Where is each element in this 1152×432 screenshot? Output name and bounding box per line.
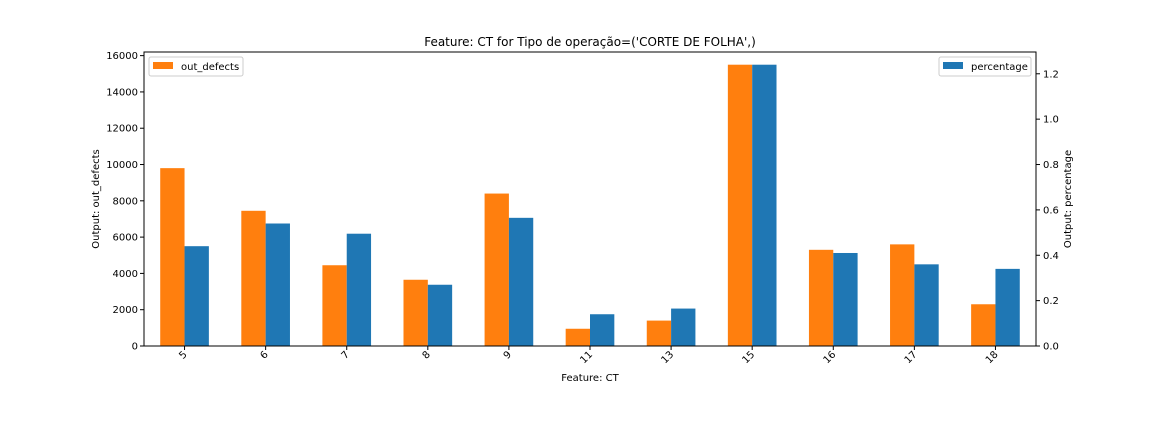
right-tick-label: 1.0: [1043, 115, 1059, 126]
bar-out-defects-8: [403, 279, 428, 346]
bar-out-defects-13: [646, 320, 672, 346]
bar-out-defects-16: [808, 249, 834, 346]
bar-out-defects-11: [565, 328, 590, 346]
right-tick-label: 1.2: [1043, 69, 1059, 80]
bar-percentage-5: [184, 246, 209, 346]
right-tick-label: 0.0: [1043, 342, 1059, 353]
left-y-axis: 0 2000 4000 6000 8000 10000 12000 14000 16000: [106, 51, 144, 353]
bar-out-defects-5: [160, 168, 185, 346]
left-tick-label: 4000: [113, 269, 138, 280]
left-tick-label: 0: [132, 342, 138, 353]
left-tick-label: 14000: [106, 87, 138, 98]
right-y-axis-label: Output: percentage: [1063, 150, 1074, 248]
x-tick-label: 16: [822, 349, 839, 366]
left-tick-label: 16000: [106, 51, 138, 62]
right-tick-label: 0.2: [1043, 296, 1059, 307]
x-tick-label: 17: [903, 349, 920, 366]
bars-layer: [160, 64, 1020, 346]
x-tick-label: 11: [578, 349, 595, 366]
bar-percentage-15: [752, 64, 777, 346]
x-tick-label: 5: [177, 349, 189, 361]
legend-right-frame: [938, 56, 1032, 77]
bar-percentage-6: [265, 223, 290, 346]
bar-percentage-9: [508, 217, 534, 346]
bar-percentage-16: [833, 252, 858, 346]
legend-right: percentage: [938, 56, 1032, 77]
left-y-axis-label: Output: out_defects: [91, 149, 102, 248]
x-tick-label: 7: [340, 349, 352, 361]
left-tick-label: 10000: [106, 160, 138, 171]
bar-percentage-11: [590, 314, 615, 346]
bar-percentage-7: [346, 233, 372, 346]
right-tick-label: 0.6: [1043, 205, 1059, 216]
bar-out-defects-7: [322, 265, 347, 346]
left-tick-label: 12000: [106, 124, 138, 135]
legend-left: out_defects: [148, 56, 244, 77]
right-tick-label: 0.4: [1043, 251, 1059, 262]
right-y-axis: 0.0 0.2 0.4 0.6 0.8 1.0 1.2: [1036, 69, 1059, 353]
bar-percentage-8: [427, 284, 453, 346]
right-tick-label: 0.8: [1043, 160, 1059, 171]
x-axis-label: Feature: CT: [561, 373, 619, 384]
left-tick-label: 6000: [113, 233, 138, 244]
bar-percentage-18: [995, 268, 1020, 346]
bar-out-defects-17: [890, 244, 915, 346]
x-tick-label: 15: [741, 349, 758, 366]
x-tick-label: 9: [502, 349, 514, 361]
bar-percentage-17: [914, 264, 939, 346]
x-tick-label: 18: [984, 349, 1001, 366]
legend-left-frame: [148, 56, 244, 77]
x-axis: 5 6 7 8 9 11 13 15 16 17 18: [177, 346, 1001, 366]
legend-label-percentage: percentage: [971, 62, 1028, 73]
bar-out-defects-15: [727, 64, 753, 346]
x-tick-label: 13: [659, 349, 676, 366]
bar-out-defects-6: [241, 210, 266, 346]
chart-title: Feature: CT for Tipo de operação=('CORTE…: [424, 35, 756, 49]
bar-out-defects-9: [484, 193, 509, 346]
legend-swatch-out-defects: [153, 62, 173, 69]
legend-label-out-defects: out_defects: [181, 62, 239, 73]
bar-percentage-13: [671, 308, 696, 346]
legend-swatch-percentage: [943, 62, 963, 69]
x-tick-label: 6: [258, 349, 270, 361]
bar-out-defects-18: [971, 304, 996, 346]
left-tick-label: 8000: [113, 196, 138, 207]
x-tick-label: 8: [421, 349, 433, 361]
left-tick-label: 2000: [113, 305, 138, 316]
